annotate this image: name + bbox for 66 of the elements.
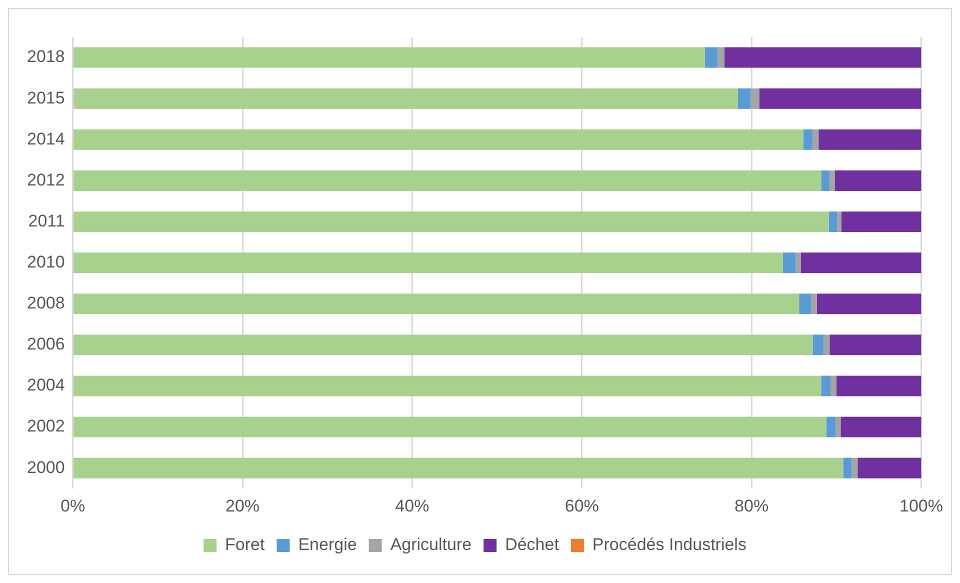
x-tick-label: 60% <box>564 496 599 516</box>
bar <box>782 252 796 274</box>
bar <box>830 376 836 396</box>
bar <box>74 416 826 438</box>
bar <box>74 47 705 68</box>
bar <box>818 129 922 150</box>
y-tick-label: 2010 <box>26 252 65 272</box>
legend-label: Agriculture <box>390 535 472 554</box>
bar <box>830 170 835 191</box>
bar <box>74 211 829 232</box>
bar <box>74 376 822 396</box>
legend-label: Energie <box>298 535 357 554</box>
x-tick-label: 80% <box>734 496 769 516</box>
bar <box>826 416 836 438</box>
bar <box>74 334 813 356</box>
bar <box>74 88 738 109</box>
bar <box>858 458 922 478</box>
bar <box>704 47 718 68</box>
bar <box>759 88 922 109</box>
y-tick-label: 2014 <box>26 129 65 148</box>
x-tick-label: 100% <box>900 496 943 516</box>
bar <box>824 334 830 356</box>
bar <box>837 211 842 232</box>
y-tick-label: 2015 <box>26 88 65 108</box>
bar <box>843 458 852 478</box>
bar <box>842 211 922 232</box>
bar <box>738 88 751 109</box>
y-tick-label: 2002 <box>26 416 65 436</box>
x-tick-label: 0% <box>60 496 86 516</box>
bar <box>836 376 922 396</box>
bar <box>828 211 838 232</box>
bar <box>834 170 922 191</box>
bar <box>821 170 830 191</box>
bar <box>718 47 724 68</box>
bar <box>74 252 783 274</box>
bar <box>74 129 804 150</box>
legend-label: Foret <box>225 535 265 554</box>
bar <box>803 129 813 150</box>
y-tick-label: 2011 <box>28 211 65 230</box>
bar <box>836 416 841 438</box>
legend-label: Déchet <box>505 535 560 554</box>
bar <box>724 47 922 68</box>
bar <box>830 334 922 356</box>
x-tick-label: 20% <box>225 496 260 516</box>
bar <box>74 170 822 191</box>
bar <box>74 294 800 314</box>
bar <box>821 376 830 396</box>
bar <box>812 129 819 150</box>
bar <box>74 458 844 478</box>
bar <box>812 334 824 356</box>
legend-label: Procédés Industriels <box>592 535 746 554</box>
bar <box>800 252 922 274</box>
y-tick-label: 2006 <box>26 334 65 354</box>
bar <box>816 294 922 314</box>
bar <box>799 294 811 314</box>
bar <box>750 88 760 109</box>
bar <box>810 294 817 314</box>
y-tick-label: 2004 <box>26 376 65 395</box>
y-tick-label: 2012 <box>26 170 65 190</box>
y-tick-label: 2018 <box>26 47 65 66</box>
y-tick-label: 2008 <box>26 294 65 313</box>
x-tick-label: 40% <box>395 496 430 516</box>
y-tick-label: 2000 <box>26 458 65 477</box>
bar <box>840 416 922 438</box>
bar <box>796 252 801 274</box>
bar <box>852 458 858 478</box>
